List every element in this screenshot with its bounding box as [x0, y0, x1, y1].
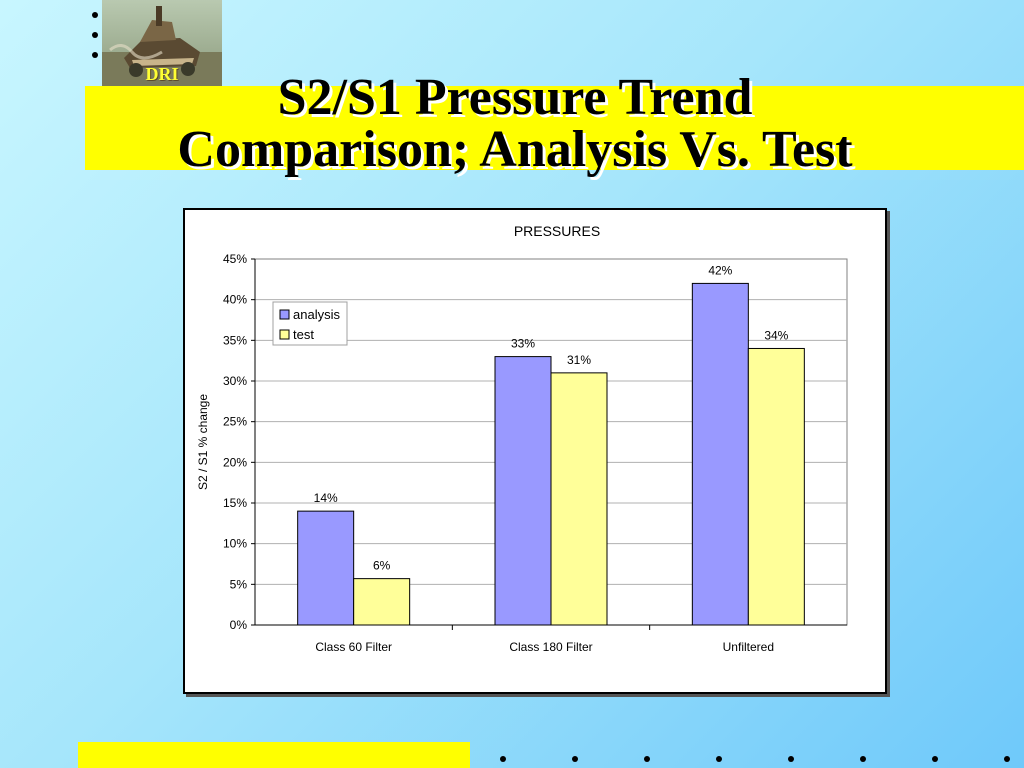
bar-analysis [494, 356, 552, 626]
x-tick-label: Class 60 Filter [315, 640, 392, 654]
bullet-dot [1004, 756, 1010, 762]
bullet-dot [716, 756, 722, 762]
data-label: 14% [314, 491, 338, 505]
x-tick-label: Class 180 Filter [509, 640, 592, 654]
bullet-dot [788, 756, 794, 762]
logo-text: DRI [145, 64, 179, 84]
bullet-dot [92, 32, 98, 38]
bullet-dot [932, 756, 938, 762]
title-band [85, 86, 1024, 170]
dri-logo: DRI [102, 0, 222, 86]
bullet-dot [860, 756, 866, 762]
bullet-dot [644, 756, 650, 762]
y-tick-label: 0% [230, 618, 248, 632]
data-label: 6% [373, 559, 391, 573]
bullet-dots-bottom [500, 752, 1010, 766]
y-tick-label: 35% [223, 333, 247, 347]
legend-label-analysis: analysis [293, 307, 340, 322]
y-tick-label: 25% [223, 415, 247, 429]
data-label: 33% [511, 337, 535, 351]
chart-title: PRESSURES [514, 223, 600, 239]
y-tick-label: 40% [223, 293, 247, 307]
y-tick-label: 45% [223, 252, 247, 266]
bullet-dot [92, 52, 98, 58]
bullet-dot [500, 756, 506, 762]
bullet-dots-left [88, 4, 102, 72]
data-label: 34% [764, 328, 788, 342]
y-tick-label: 5% [230, 577, 248, 591]
title-line-1: S2/S1 Pressure Trend [277, 69, 753, 126]
x-tick-label: Unfiltered [723, 640, 774, 654]
data-label: 31% [567, 353, 591, 367]
legend-label-test: test [293, 327, 314, 342]
bar-analysis [297, 510, 355, 626]
bar-test [550, 372, 608, 626]
bottom-band [78, 742, 470, 768]
page-title: S2/S1 Pressure Trend Comparison; Analysi… [90, 72, 940, 176]
legend-swatch-test [279, 329, 290, 340]
y-tick-label: 10% [223, 537, 247, 551]
y-tick-label: 15% [223, 496, 247, 510]
title-line-2: Comparison; Analysis Vs. Test [177, 121, 853, 178]
bar-analysis [691, 282, 749, 626]
y-tick-label: 20% [223, 455, 247, 469]
pressures-chart: 0% 5% 10% 15% 20% 25% 30% 35% 40% 45% Class 60 Fil… [196, 223, 848, 654]
chart-frame: 0% 5% 10% 15% 20% 25% 30% 35% 40% 45% Class 60 Fil… [183, 208, 887, 694]
legend-swatch-analysis [279, 309, 290, 320]
data-label: 42% [708, 263, 732, 277]
bar-test [353, 578, 411, 626]
y-tick-label: 30% [223, 374, 247, 388]
bar-test [747, 347, 805, 626]
bullet-dot [572, 756, 578, 762]
bullet-dot [92, 12, 98, 18]
logo-picture [102, 0, 222, 86]
y-axis-label: S2 / S1 % change [196, 394, 210, 490]
